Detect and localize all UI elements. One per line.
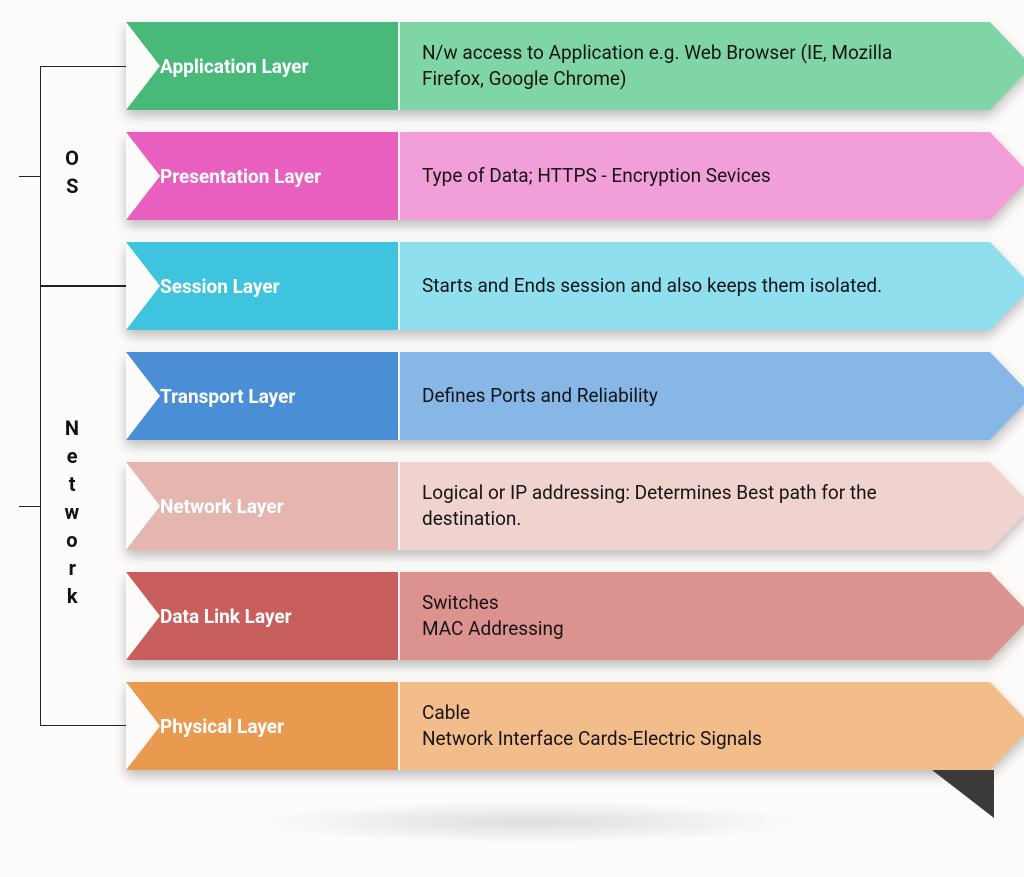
row-arrow-right xyxy=(990,572,1024,660)
row-arrow-right xyxy=(990,682,1024,770)
row-divider xyxy=(398,242,400,330)
row-notch-left xyxy=(126,462,160,550)
layer-desc-line: Network Interface Cards-Electric Signals xyxy=(422,726,930,752)
bottom-shadow xyxy=(250,800,810,844)
layer-title: Physical Layer xyxy=(160,715,284,738)
row-divider xyxy=(398,462,400,550)
layer-row: Data Link Layer SwitchesMAC Addressing xyxy=(126,572,990,676)
row-arrow-right xyxy=(990,132,1024,220)
bracket-tick xyxy=(19,506,41,507)
layer-row: Presentation Layer Type of Data; HTTPS - … xyxy=(126,132,990,236)
row-divider xyxy=(398,352,400,440)
layer-desc-cell: Type of Data; HTTPS - Encryption Sevices xyxy=(398,132,990,220)
layer-title-cell: Network Layer xyxy=(126,462,398,550)
row-notch-left xyxy=(126,242,160,330)
layer-row: Transport Layer Defines Ports and Reliabi… xyxy=(126,352,990,456)
ribbon-fold xyxy=(870,770,994,818)
row-arrow-right xyxy=(990,462,1024,550)
row-notch-left xyxy=(126,682,160,770)
layer-desc-cell: Starts and Ends session and also keeps t… xyxy=(398,242,990,330)
layer-title-cell: Data Link Layer xyxy=(126,572,398,660)
layer-title: Data Link Layer xyxy=(160,605,292,628)
layer-desc-line: Switches xyxy=(422,590,930,616)
layer-title-cell: Transport Layer xyxy=(126,352,398,440)
layer-rows: Application Layer N/w access to Applicati… xyxy=(126,22,990,792)
layer-desc: Type of Data; HTTPS - Encryption Sevices xyxy=(422,163,930,189)
row-arrow-right xyxy=(990,22,1024,110)
row-divider xyxy=(398,22,400,110)
layer-desc: Defines Ports and Reliability xyxy=(422,383,930,409)
layer-title: Transport Layer xyxy=(160,385,295,408)
layer-desc: N/w access to Application e.g. Web Brows… xyxy=(422,40,930,91)
group-label: Network xyxy=(60,416,84,612)
row-notch-left xyxy=(126,132,160,220)
bracket-tick xyxy=(19,176,41,177)
layer-title-cell: Application Layer xyxy=(126,22,398,110)
row-notch-left xyxy=(126,352,160,440)
layer-desc: Logical or IP addressing: Determines Bes… xyxy=(422,480,930,531)
layer-title-cell: Presentation Layer xyxy=(126,132,398,220)
layer-title: Session Layer xyxy=(160,275,280,298)
layer-desc: Starts and Ends session and also keeps t… xyxy=(422,273,930,299)
layer-desc-cell: SwitchesMAC Addressing xyxy=(398,572,990,660)
group-label: OS xyxy=(60,146,84,202)
layer-desc-cell: Logical or IP addressing: Determines Bes… xyxy=(398,462,990,550)
layer-row: Session Layer Starts and Ends session and… xyxy=(126,242,990,346)
layer-row: Physical Layer CableNetwork Interface Car… xyxy=(126,682,990,786)
layer-desc-cell: Defines Ports and Reliability xyxy=(398,352,990,440)
layer-desc-line: Cable xyxy=(422,700,930,726)
layer-title: Application Layer xyxy=(160,55,309,78)
layer-row: Network Layer Logical or IP addressing: D… xyxy=(126,462,990,566)
layer-desc-cell: N/w access to Application e.g. Web Brows… xyxy=(398,22,990,110)
layer-title: Network Layer xyxy=(160,495,284,518)
row-notch-left xyxy=(126,572,160,660)
layer-row: Application Layer N/w access to Applicati… xyxy=(126,22,990,126)
layer-title: Presentation Layer xyxy=(160,165,321,188)
osi-diagram: Application Layer N/w access to Applicati… xyxy=(0,0,1024,877)
layer-title-cell: Session Layer xyxy=(126,242,398,330)
row-arrow-right xyxy=(990,242,1024,330)
row-divider xyxy=(398,682,400,770)
row-divider xyxy=(398,132,400,220)
row-notch-left xyxy=(126,22,160,110)
row-divider xyxy=(398,572,400,660)
layer-desc-cell: CableNetwork Interface Cards-Electric Si… xyxy=(398,682,990,770)
layer-title-cell: Physical Layer xyxy=(126,682,398,770)
layer-desc-line: MAC Addressing xyxy=(422,616,930,642)
row-arrow-right xyxy=(990,352,1024,440)
